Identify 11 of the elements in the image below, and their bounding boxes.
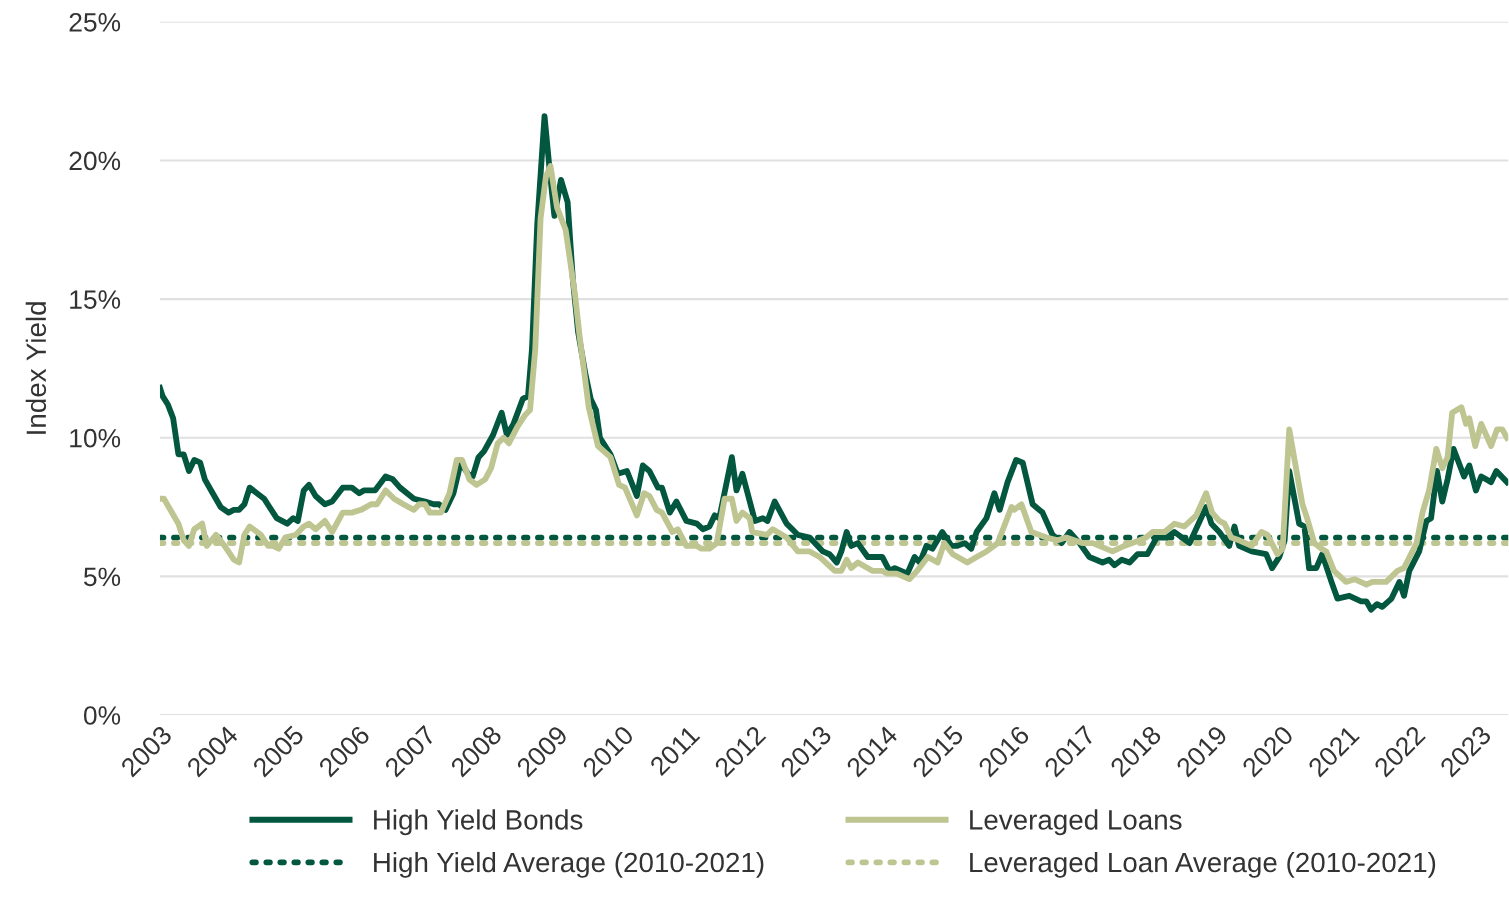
legend-label: Leveraged Loan Average (2010-2021) xyxy=(970,851,1436,878)
y-tick-label: 0% xyxy=(83,706,121,725)
y-tick-label: 20% xyxy=(69,151,121,171)
legend-label: High Yield Average (2010-2021) xyxy=(374,851,764,878)
y-axis-title: Index Yield xyxy=(25,302,47,434)
y-tick-label: 25% xyxy=(69,12,121,32)
y-tick-label: 10% xyxy=(70,428,121,448)
y-tick-label: 15% xyxy=(70,290,121,309)
legend-label: Leveraged Loans xyxy=(970,809,1182,836)
y-tick-label: 5% xyxy=(83,567,121,587)
legend-label: High Yield Bonds xyxy=(374,809,583,836)
